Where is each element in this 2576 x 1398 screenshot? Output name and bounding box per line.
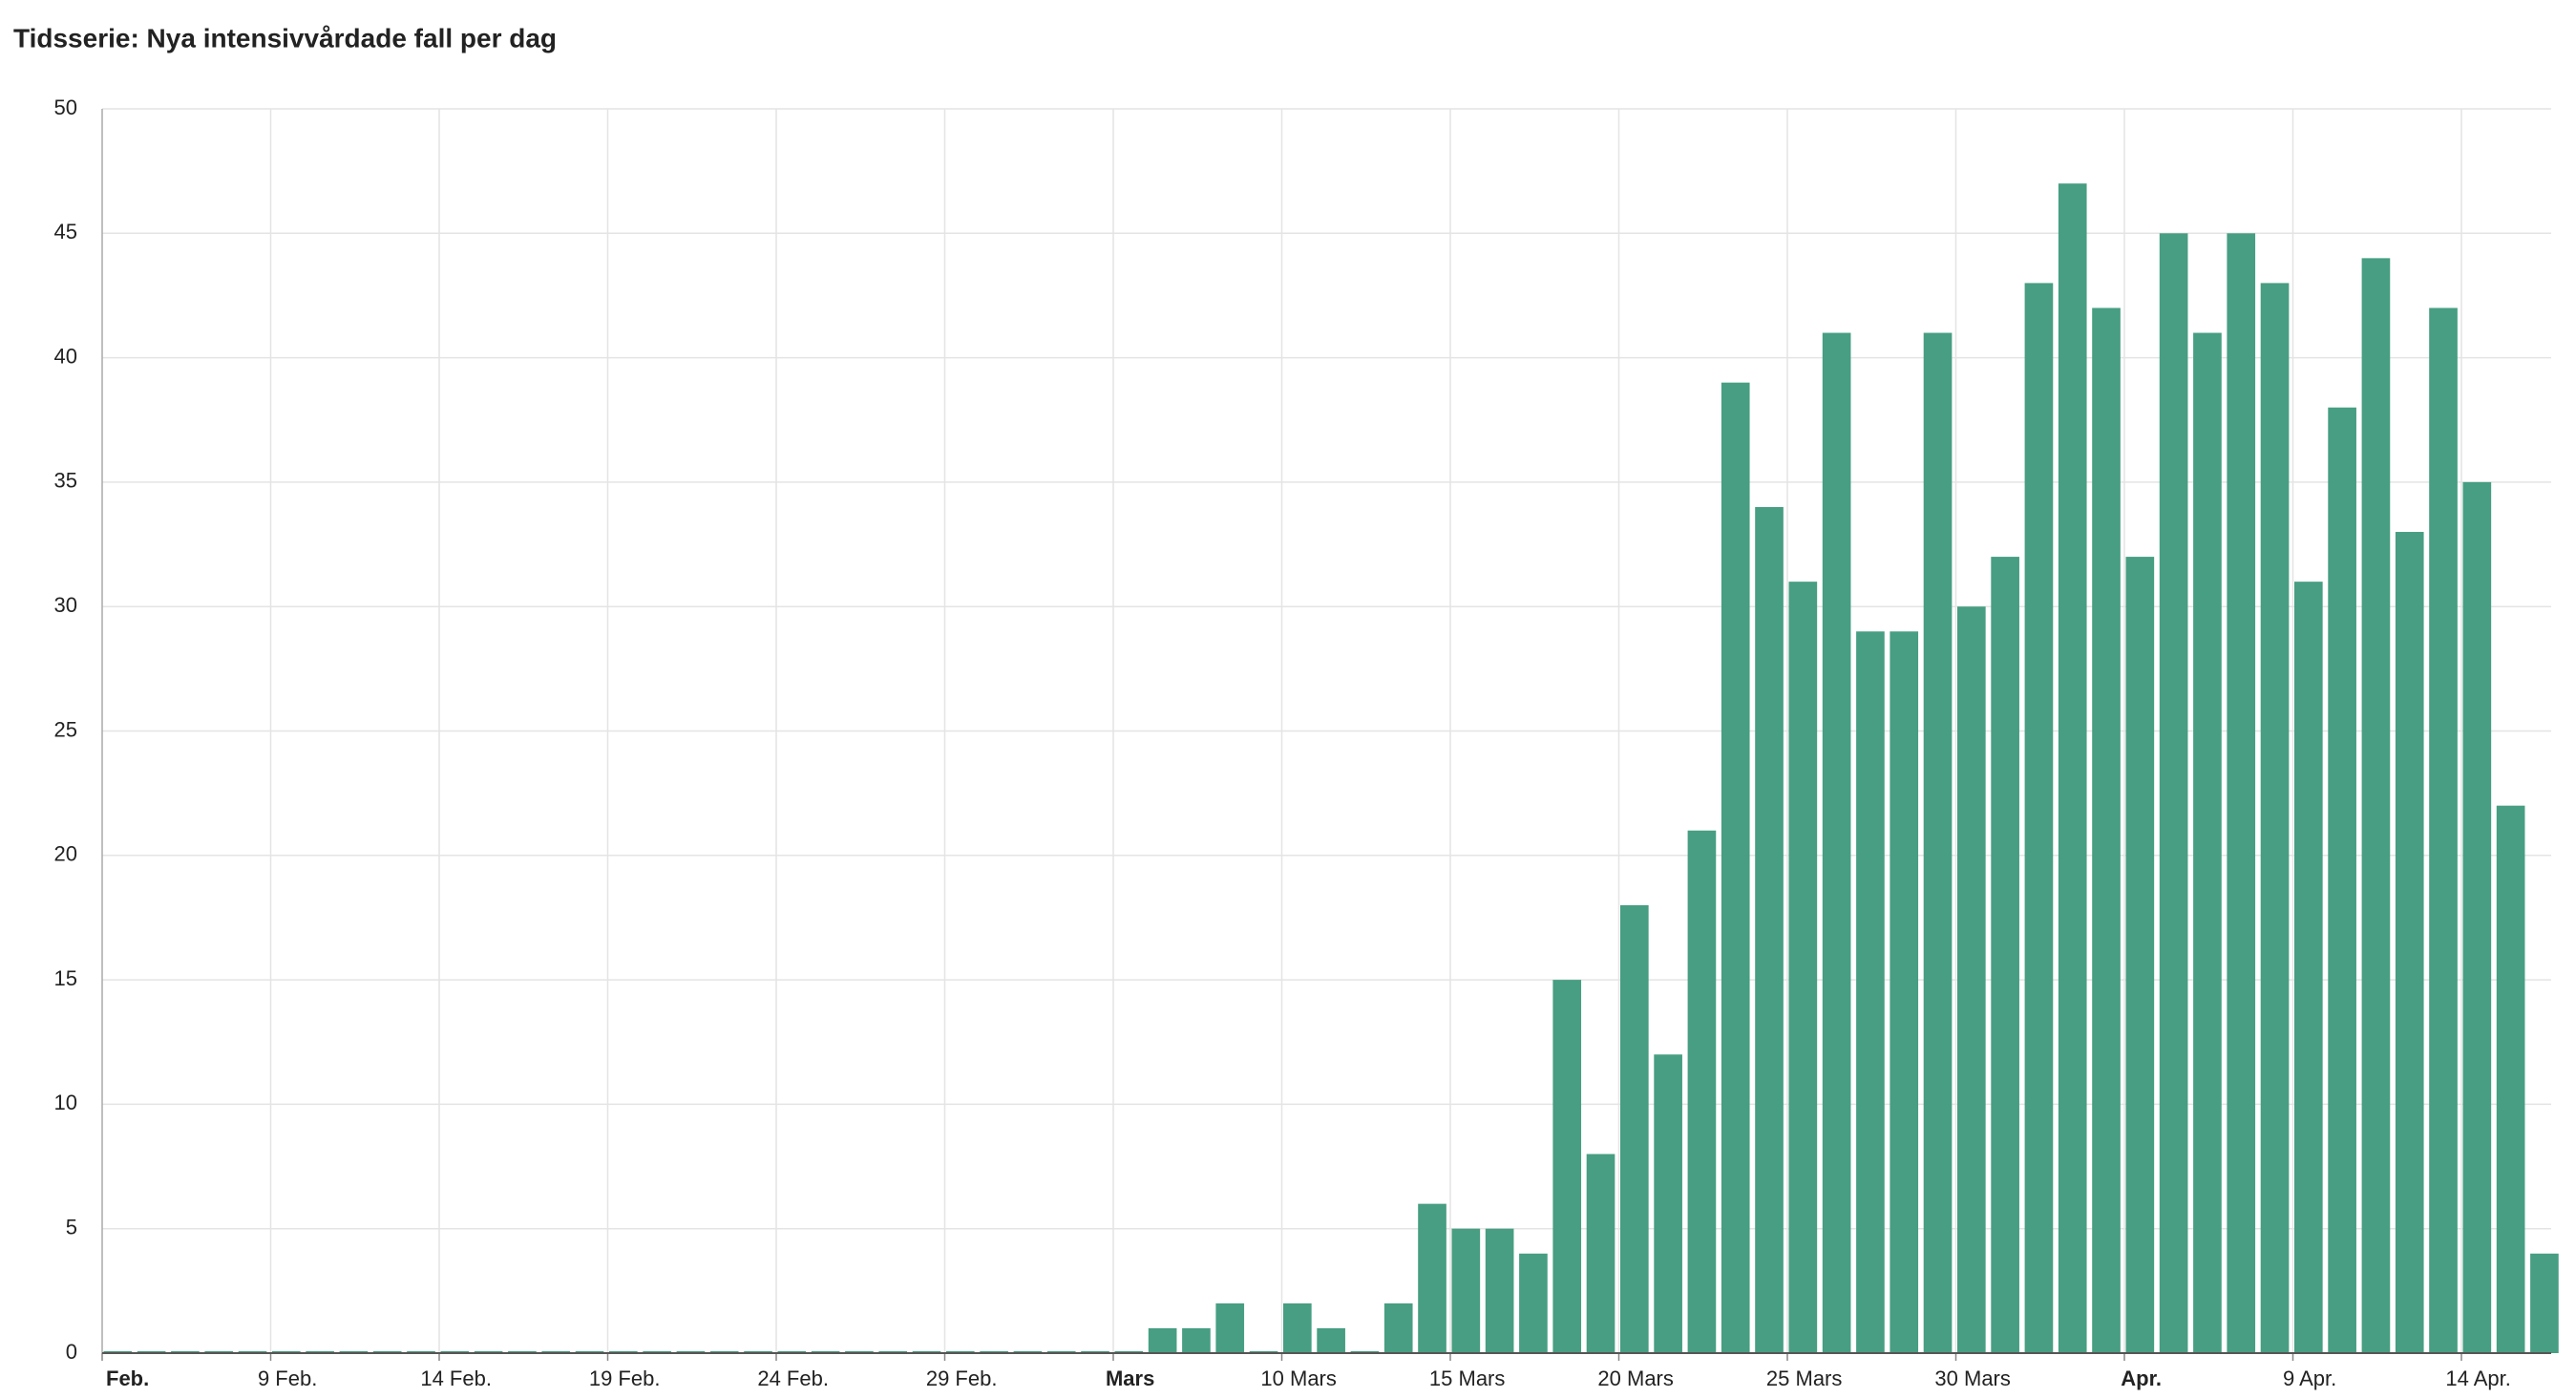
bar (2496, 805, 2525, 1353)
x-tick-label: 14 Feb. (420, 1366, 492, 1390)
bar (1451, 1228, 1481, 1353)
bar (2260, 283, 2290, 1353)
bar (2361, 258, 2391, 1353)
bar (2328, 407, 2356, 1354)
bar (1148, 1327, 1177, 1353)
x-tick-label: 10 Mars (1260, 1366, 1336, 1390)
x-tick-label: 29 Feb. (926, 1366, 998, 1390)
bar (1755, 506, 1784, 1353)
y-tick-label: 5 (66, 1216, 77, 1239)
y-tick-label: 15 (54, 966, 77, 990)
bar (2294, 582, 2323, 1353)
x-tick-label: 9 Apr. (2283, 1366, 2336, 1390)
bar (1654, 1054, 1682, 1353)
bar (1317, 1327, 1345, 1353)
x-tick-label: 20 Mars (1597, 1366, 1673, 1390)
chart-title: Tidsserie: Nya intensivvårdade fall per … (13, 23, 557, 53)
x-tick-label: Feb. (106, 1366, 149, 1390)
y-tick-label: 50 (54, 95, 77, 119)
x-tick-label: 25 Mars (1766, 1366, 1842, 1390)
bar (2092, 307, 2121, 1354)
y-tick-label: 35 (54, 469, 77, 493)
bar (1923, 332, 1953, 1353)
y-tick-label: 40 (54, 344, 77, 368)
bar (1856, 631, 1885, 1353)
bar (2227, 233, 2256, 1353)
bar (1991, 557, 2019, 1353)
bar (2125, 557, 2155, 1353)
x-tick-label: 9 Feb. (258, 1366, 317, 1390)
x-tick-label: 30 Mars (1934, 1366, 2010, 1390)
x-tick-label: Apr. (2121, 1366, 2162, 1390)
bar (1721, 382, 1750, 1353)
bar (1620, 904, 1649, 1353)
bar (1215, 1303, 1245, 1353)
y-tick-label: 45 (54, 220, 77, 244)
bar (1182, 1327, 1211, 1353)
bar (2058, 183, 2087, 1354)
x-tick-label: Mars (1106, 1366, 1154, 1390)
bar (1485, 1228, 1514, 1353)
bar (2395, 532, 2424, 1353)
y-tick-label: 30 (54, 593, 77, 617)
bar (2159, 233, 2188, 1353)
x-tick-label: 15 Mars (1429, 1366, 1505, 1390)
bar (1822, 332, 1851, 1353)
bar (2193, 332, 2222, 1353)
bar (1788, 582, 1818, 1353)
bar (1586, 1154, 1615, 1353)
x-tick-label: 24 Feb. (757, 1366, 829, 1390)
bar (2024, 283, 2054, 1353)
bar (2462, 481, 2492, 1353)
y-tick-label: 0 (66, 1340, 77, 1364)
bar (1418, 1203, 1446, 1353)
bar (1687, 830, 1717, 1353)
bar (2429, 307, 2458, 1354)
bar (1283, 1303, 1312, 1353)
x-tick-label: 19 Feb. (589, 1366, 661, 1390)
bar (1890, 631, 1919, 1353)
y-tick-label: 25 (54, 717, 77, 741)
bar (1519, 1253, 1548, 1353)
bar (1383, 1303, 1413, 1353)
y-tick-label: 10 (54, 1091, 77, 1114)
bar (1957, 606, 1986, 1353)
y-tick-label: 20 (54, 842, 77, 866)
x-tick-label: 14 Apr. (2445, 1366, 2511, 1390)
bar (1552, 980, 1582, 1353)
bar (2530, 1253, 2559, 1353)
